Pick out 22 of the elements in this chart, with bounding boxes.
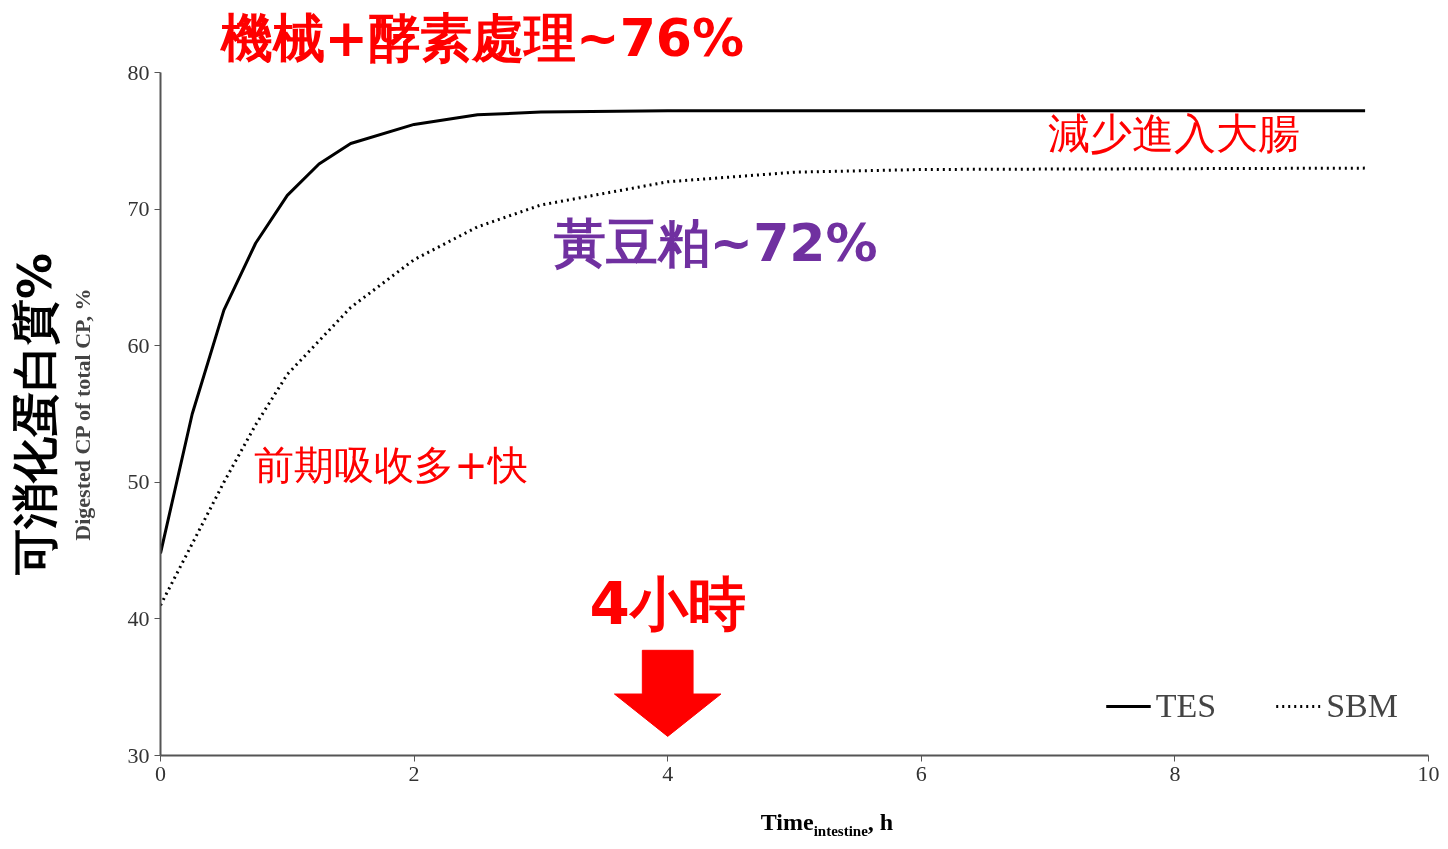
y-tick-label: 60	[127, 332, 150, 358]
x-tick-label: 2	[408, 760, 420, 786]
x-tick-label: 10	[1417, 760, 1440, 786]
y-tick-label: 70	[127, 196, 150, 222]
y-tick-label: 50	[127, 469, 150, 495]
text: 可消化蛋白質%	[7, 252, 62, 576]
annotation: 減少進入大腸	[1048, 109, 1301, 159]
text: 機械+酵素處理~76%	[218, 7, 745, 68]
x-tick-label: 8	[1169, 760, 1181, 786]
y-tick-label: 80	[127, 59, 150, 85]
y-tick-label: 40	[127, 605, 150, 631]
y-axis-title: Digested CP of total CP, %	[69, 288, 95, 541]
annotation: 4小時	[589, 569, 746, 638]
y-tick-label: 30	[127, 742, 150, 768]
x-tick-label: 4	[662, 760, 674, 786]
annotation: 黃豆粕~72%	[553, 213, 878, 274]
annotation: 前期吸收多+快	[254, 441, 528, 488]
x-tick-label: 0	[155, 760, 166, 786]
legend-label: TES	[1155, 687, 1217, 725]
x-axis-title: Time$_{intestine}$, h	[759, 808, 895, 841]
x-tick-label: 6	[915, 760, 927, 786]
legend-label: SBM	[1326, 687, 1398, 725]
